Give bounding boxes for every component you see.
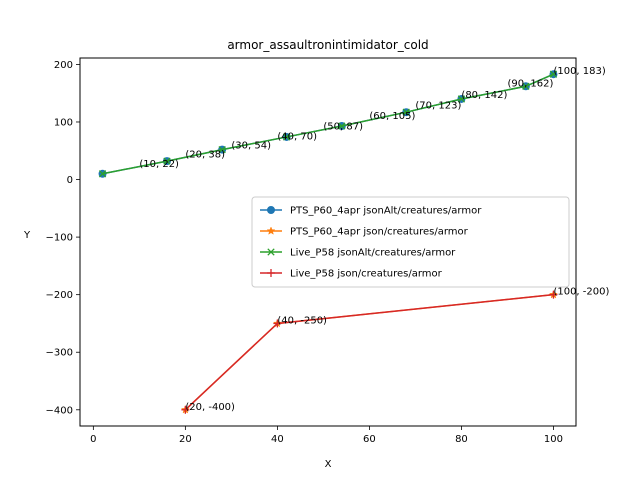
legend-item: PTS_P60_4apr json/creatures/armor	[260, 226, 469, 238]
legend-box	[251, 196, 570, 288]
y-tick-label: −400	[46, 405, 73, 416]
point-annotation: (40, -250)	[277, 315, 327, 326]
legend-marker	[267, 206, 275, 214]
data-point	[98, 170, 107, 178]
series-3	[98, 70, 558, 178]
y-axis: −400 −300 −200 −100 0 100 200	[46, 60, 80, 416]
point-annotation: (70, 123)	[415, 101, 461, 112]
point-annotation: (30, 54)	[231, 140, 271, 151]
data-point	[457, 95, 466, 103]
legend-label: PTS_P60_4apr jsonAlt/creatures/armor	[290, 206, 482, 217]
x-axis: 0 20 40 60 80 100	[90, 426, 563, 445]
data-point	[338, 122, 346, 130]
y-tick-label: 100	[54, 117, 73, 128]
x-tick-label: 80	[455, 434, 468, 445]
point-annotation: (20, 38)	[185, 150, 225, 161]
data-point	[273, 319, 282, 328]
legend-item: PTS_P60_4apr jsonAlt/creatures/armor	[260, 206, 482, 217]
y-tick-label: 200	[54, 60, 73, 71]
y-tick-label: 0	[67, 175, 73, 186]
legend-item: Live_P58 jsonAlt/creatures/armor	[260, 248, 456, 259]
point-annotation: (100, -200)	[553, 287, 609, 298]
legend-label: Live_P58 jsonAlt/creatures/armor	[290, 248, 456, 259]
y-axis-label: Y	[23, 230, 31, 241]
point-annotation: (10, 22)	[139, 159, 179, 170]
legend-item: Live_P58 json/creatures/armor	[260, 269, 443, 280]
series-2	[180, 289, 558, 414]
point-annotation: (100, 183)	[553, 66, 605, 77]
series-line	[184, 293, 554, 411]
point-annotation: (40, 70)	[277, 131, 317, 142]
legend: PTS_P60_4apr jsonAlt/creatures/armor PTS_…	[251, 196, 570, 288]
plot-area: (10, 22) (20, 38) (30, 54) (40, 70) (50, 87)…	[98, 66, 609, 414]
data-point	[402, 108, 410, 116]
x-tick-label: 40	[271, 434, 284, 445]
x-axis-label: X	[325, 459, 332, 470]
y-tick-label: −300	[46, 348, 73, 359]
data-point	[549, 70, 558, 78]
x-tick-label: 0	[90, 434, 96, 445]
data-point	[163, 157, 171, 165]
point-annotation: (80, 142)	[461, 90, 507, 101]
legend-marker	[266, 226, 276, 235]
legend-marker	[267, 248, 275, 256]
data-point	[549, 290, 558, 299]
point-annotation: (90, 162)	[507, 78, 553, 89]
data-point	[522, 82, 530, 90]
legend-label: Live_P58 json/creatures/armor	[290, 269, 443, 280]
point-annotation: (50, 87)	[323, 121, 363, 132]
legend-marker	[267, 269, 275, 277]
chart-title: armor_assaultronintimidator_cold	[227, 38, 428, 52]
data-point	[181, 405, 190, 414]
plot-frame	[79, 57, 577, 427]
x-tick-label: 100	[544, 434, 563, 445]
series-line	[184, 293, 554, 411]
data-point	[218, 145, 226, 154]
point-annotation: (60, 105)	[369, 111, 415, 122]
data-point	[282, 133, 291, 141]
legend-label: PTS_P60_4apr json/creatures/armor	[290, 227, 469, 238]
point-annotation: (20, -400)	[185, 402, 235, 413]
x-tick-label: 20	[179, 434, 192, 445]
y-tick-label: −200	[46, 290, 73, 301]
series-4	[181, 290, 558, 414]
x-tick-label: 60	[363, 434, 376, 445]
y-tick-label: −100	[46, 233, 73, 244]
